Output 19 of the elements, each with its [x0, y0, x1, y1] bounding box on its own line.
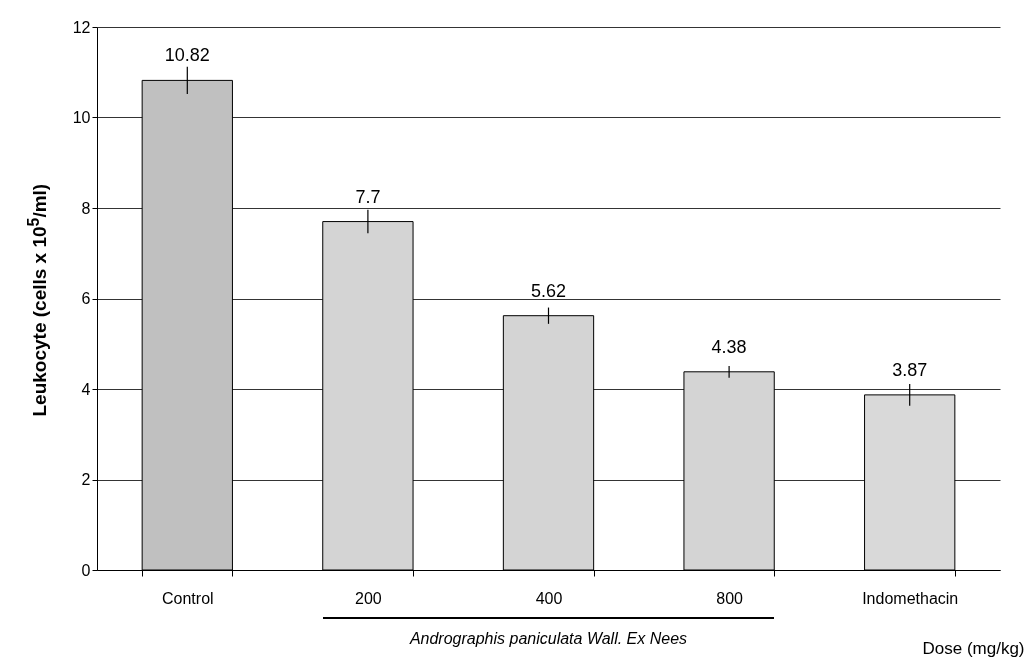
x-tick-label: 800: [716, 589, 744, 607]
x-axis-title: Dose (mg/kg): [922, 638, 1025, 658]
text: Andrographis paniculata Wall. Ex Nees: [408, 630, 689, 648]
data-label: 5.62: [530, 280, 567, 301]
data-label: 3.87: [892, 359, 928, 380]
x-tick-label: Control: [162, 589, 214, 607]
data-label: 10.82: [164, 45, 210, 66]
x-tick-label: 400: [535, 589, 563, 607]
data-label: 7.7: [355, 186, 381, 207]
x-tick-label: Indomethacin: [862, 589, 959, 607]
y-tick-label: 4: [81, 380, 91, 398]
y-tick-label: 6: [81, 290, 91, 307]
x-tick-label: 200: [355, 589, 382, 607]
y-tick-label: 12: [72, 18, 91, 36]
y-tick-label: 10: [72, 109, 91, 126]
data-label: 4.38: [711, 336, 747, 357]
y-tick-label: 0: [81, 561, 91, 579]
y-tick-label: 8: [81, 199, 91, 217]
y-tick-label: 2: [81, 471, 91, 488]
